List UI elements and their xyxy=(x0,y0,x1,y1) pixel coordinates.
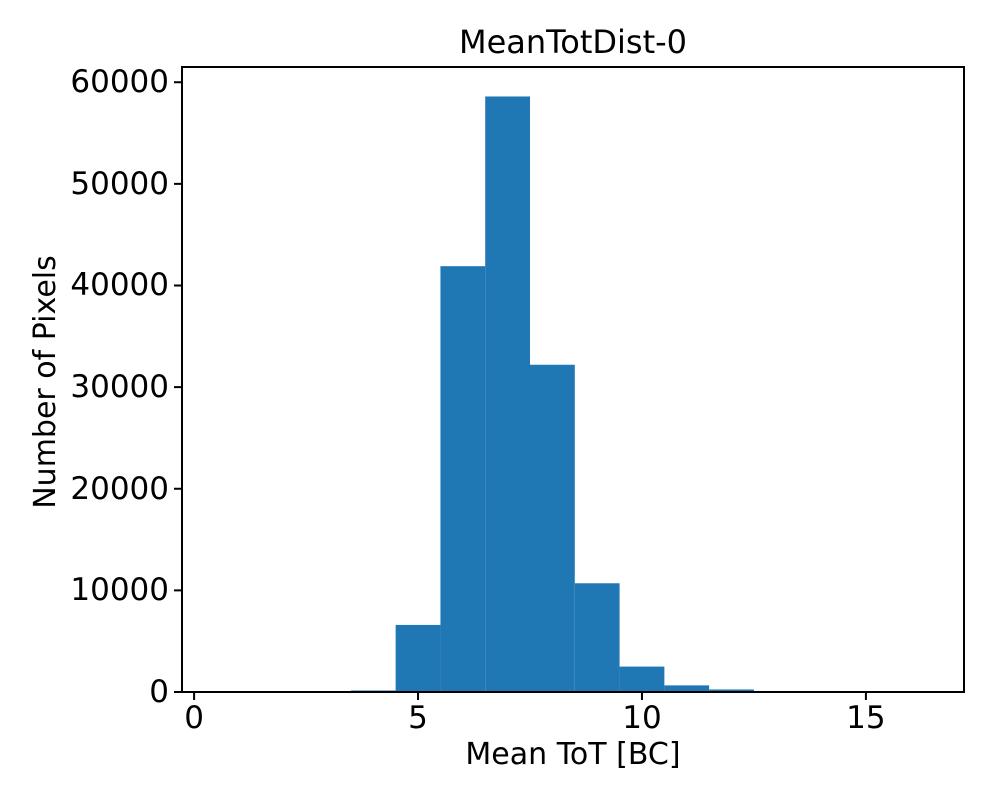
histogram-bars xyxy=(350,96,844,693)
histogram-bar xyxy=(440,266,486,692)
y-tick-label: 30000 xyxy=(70,369,169,406)
y-tick-label: 40000 xyxy=(70,267,169,304)
y-axis-label: Number of Pixels xyxy=(28,255,63,509)
histogram-bar xyxy=(619,666,665,692)
histogram-bar xyxy=(485,96,531,693)
axes-spines xyxy=(181,66,965,693)
histogram-bar xyxy=(574,583,620,692)
x-tick-label: 5 xyxy=(408,700,428,736)
x-tick-label: 10 xyxy=(622,700,662,736)
x-tick-label: 0 xyxy=(184,700,204,736)
chart-title: MeanTotDist-0 xyxy=(458,23,688,61)
histogram-bar xyxy=(709,689,754,692)
y-tick-label: 60000 xyxy=(70,64,169,101)
histogram-bar xyxy=(395,624,441,692)
histogram-bar xyxy=(530,364,575,692)
x-axis-label: Mean ToT [BC] xyxy=(465,737,681,772)
x-tick-label: 15 xyxy=(846,700,886,736)
histogram-bar xyxy=(664,685,710,692)
y-tick-label: 10000 xyxy=(70,572,169,609)
axis-ticks xyxy=(174,81,867,700)
y-tick-label: 20000 xyxy=(70,470,169,507)
y-tick-label: 50000 xyxy=(70,165,169,202)
y-tick-label: 0 xyxy=(149,674,169,710)
